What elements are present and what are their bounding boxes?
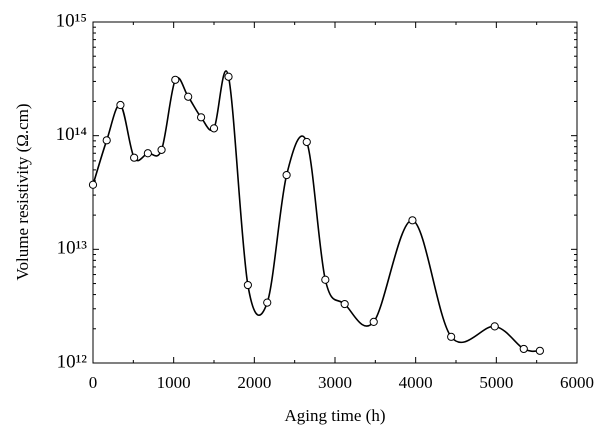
data-point	[243, 280, 252, 290]
x-tick-label: 1000	[157, 373, 191, 392]
data-point	[157, 145, 166, 154]
data-line	[92, 70, 540, 353]
x-tick-label: 6000	[560, 373, 594, 392]
data-point	[88, 180, 98, 189]
data-point	[116, 100, 125, 110]
x-tick-label: 0	[89, 373, 98, 392]
data-point	[209, 124, 219, 133]
data-point	[130, 153, 139, 162]
x-tick-label: 4000	[399, 373, 433, 392]
data-point	[340, 299, 349, 309]
data-point	[196, 113, 206, 122]
y-tick-label: 10¹²	[57, 351, 88, 372]
data-point	[447, 332, 456, 341]
data-point	[184, 92, 193, 101]
data-point	[302, 137, 311, 147]
data-point	[408, 216, 417, 225]
data-point	[171, 75, 180, 84]
data-point	[102, 136, 111, 145]
data-point	[535, 346, 544, 355]
data-point	[369, 317, 378, 326]
y-tick-label: 10¹⁴	[56, 124, 88, 145]
x-axis-title: Aging time (h)	[284, 406, 385, 425]
data-point	[519, 344, 528, 354]
data-point	[282, 170, 291, 180]
data-point	[224, 72, 233, 81]
data-point	[321, 275, 330, 284]
y-axis-title: Volume resistivity (Ω.cm)	[13, 103, 32, 280]
data-point	[263, 298, 272, 307]
x-tick-label: 3000	[318, 373, 352, 392]
data-point	[143, 149, 152, 158]
plot-frame	[92, 21, 578, 364]
data-point	[490, 322, 499, 331]
x-tick-label: 2000	[237, 373, 271, 392]
y-tick-label: 10¹³	[57, 238, 88, 259]
y-tick-label: 10¹⁵	[56, 10, 87, 31]
x-tick-label: 5000	[479, 373, 513, 392]
